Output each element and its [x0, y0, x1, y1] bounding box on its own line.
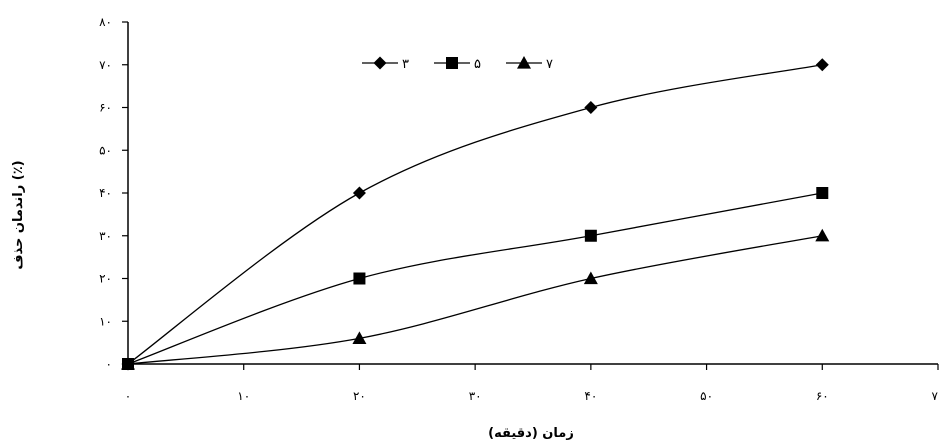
legend-label: ۳	[402, 57, 409, 72]
data-point-diamond	[584, 101, 598, 114]
y-tick-label: ۶۰	[99, 101, 112, 115]
x-tick-label: ۵۰	[700, 389, 713, 403]
data-point-square	[584, 229, 597, 242]
legend: ۳ ۵ ۷	[362, 56, 553, 72]
series-markers	[121, 58, 830, 371]
x-tick-label: ۱۰	[237, 389, 250, 403]
y-tick-label: ۷۰	[99, 58, 112, 72]
x-axis-title: زمان (دقیقه)	[488, 426, 574, 441]
data-point-diamond	[815, 58, 829, 72]
series-line-1	[127, 64, 823, 365]
legend-label: ۵	[474, 57, 481, 72]
x-tick-label: ۲۰	[353, 389, 366, 403]
series-line-3	[127, 235, 823, 365]
x-tick-label: ۴۰	[584, 389, 597, 403]
data-point-square	[816, 187, 829, 199]
y-tick-label: ۸۰	[99, 15, 112, 29]
legend-marker-diamond	[373, 56, 387, 70]
y-tick-label: ۲۰	[99, 272, 112, 286]
series-line-2	[127, 192, 823, 365]
data-point-triangle	[583, 271, 598, 285]
y-tick-label: ۰	[106, 357, 112, 371]
y-tick-label: ۴۰	[99, 186, 112, 200]
y-tick-label: ۱۰	[99, 314, 112, 328]
data-point-triangle	[352, 331, 367, 344]
x-tick-label: ۳۰	[469, 389, 482, 403]
y-axis-title: راندمان حذف (٪)	[11, 160, 26, 269]
axis-ticks: ۰ ۱۰ ۲۰ ۳۰ ۴۰ ۵۰ ۶۰ ۷۰ ۸۰ ۰ ۱۰ ۲۰ ۳۰ ۴۰ ۵۰ ۶۰ ۷۰	[99, 15, 940, 403]
data-point-triangle	[815, 228, 830, 242]
legend-label: ۷	[546, 57, 553, 72]
data-point-diamond	[352, 186, 366, 200]
legend-marker-triangle	[517, 56, 531, 69]
x-tick-label: ۶۰	[816, 389, 829, 403]
y-tick-label: ۳۰	[99, 229, 112, 243]
data-point-square	[353, 272, 366, 285]
legend-marker-square	[446, 57, 458, 69]
x-tick-label: ۰	[125, 389, 131, 403]
y-tick-label: ۵۰	[99, 143, 112, 157]
data-point-triangle	[121, 357, 135, 370]
x-tick-label: ۷۰	[932, 389, 940, 403]
series-lines	[127, 64, 823, 365]
